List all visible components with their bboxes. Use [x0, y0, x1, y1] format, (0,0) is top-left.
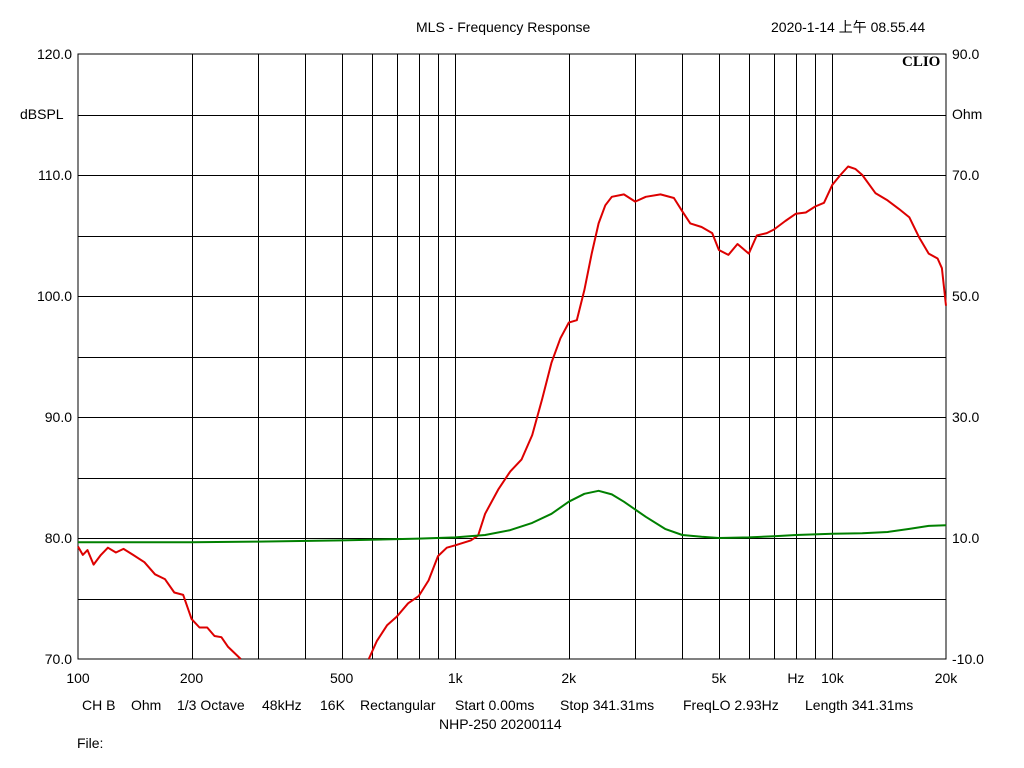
x-tick-label: 1k [447, 670, 463, 686]
y-right-tick-label: 10.0 [952, 530, 980, 546]
curves [77, 165, 947, 660]
setting-length: Length 341.31ms [805, 697, 914, 713]
y-left-tick-label: 70.0 [44, 651, 72, 667]
setting-smoothing: 1/3 Octave [177, 697, 245, 713]
x-axis-label: Hz [787, 670, 805, 686]
x-tick-label: 200 [179, 670, 204, 686]
grid-lines [78, 54, 946, 659]
x-tick-label: 100 [66, 670, 90, 686]
setting-channel: CH B [82, 697, 116, 713]
setting-stop: Stop 341.31ms [560, 697, 655, 713]
plot-frame [77, 53, 947, 660]
impedance-curve [78, 489, 947, 544]
x-tick-label: 500 [329, 670, 354, 686]
chart-title: MLS - Frequency Response [416, 19, 591, 35]
y-left-tick-label: 120.0 [36, 46, 72, 62]
y-axis-label-left: dBSPL [20, 106, 64, 122]
x-tick-label: 10k [821, 670, 844, 686]
setting-window: Rectangular [360, 697, 436, 713]
setting-size: 16K [320, 697, 345, 713]
y-right-tick-label: 90.0 [952, 46, 980, 62]
sample-name: NHP-250 20200114 [439, 716, 562, 732]
clio-logo: CLIO [902, 54, 941, 70]
y-right-tick-label: 70.0 [952, 167, 980, 183]
setting-unit: Ohm [131, 697, 162, 713]
y-left-tick-label: 90.0 [44, 409, 72, 425]
file-label: File: [77, 735, 104, 751]
y-left-tick-label: 80.0 [44, 530, 72, 546]
y-right-tick-label: 30.0 [952, 409, 980, 425]
y-right-tick-label: 50.0 [952, 288, 980, 304]
spl-curve [77, 546, 242, 660]
spl-curve [367, 165, 947, 660]
y-right-tick-label: -10.0 [952, 651, 984, 667]
y-left-tick-label: 100.0 [36, 288, 72, 304]
y-axis-label-right: Ohm [952, 106, 983, 122]
setting-freqlo: FreqLO 2.93Hz [683, 697, 779, 713]
x-tick-label: 2k [561, 670, 577, 686]
setting-start: Start 0.00ms [455, 697, 535, 713]
y-left-tick-label: 110.0 [38, 167, 72, 183]
timestamp: 2020-1-14 上午 08.55.44 [771, 19, 926, 35]
setting-samplerate: 48kHz [262, 697, 302, 713]
x-tick-label: 20k [934, 670, 958, 686]
x-tick-label: 5k [711, 670, 727, 686]
